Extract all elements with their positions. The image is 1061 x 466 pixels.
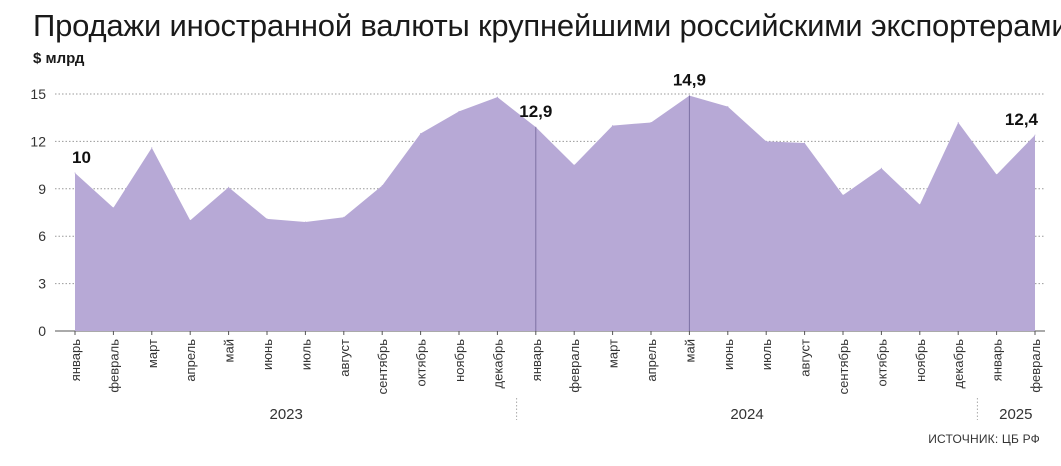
data-point — [266, 218, 268, 220]
x-tick-label: октябрь — [874, 339, 889, 387]
x-tick-label: февраль — [567, 339, 582, 393]
x-tick-label: январь — [990, 339, 1005, 381]
data-point — [112, 207, 114, 209]
x-tick-label: январь — [68, 339, 83, 381]
data-label: 10 — [72, 148, 91, 167]
x-tick-label: сентябрь — [836, 339, 851, 395]
y-tick-label: 12 — [30, 133, 46, 149]
year-label: 2023 — [270, 406, 303, 423]
data-point — [151, 147, 153, 149]
data-point — [919, 204, 921, 206]
data-point — [727, 106, 729, 108]
data-point — [343, 216, 345, 218]
x-tick-label: февраль — [106, 339, 121, 393]
x-tick-label: апрель — [644, 339, 659, 382]
data-point — [189, 219, 191, 221]
x-tick-label: июль — [759, 339, 774, 370]
x-tick-label: апрель — [183, 339, 198, 382]
data-point — [420, 133, 422, 134]
x-tick-label: август — [798, 339, 813, 377]
data-point — [1034, 134, 1036, 136]
x-tick-label: январь — [529, 339, 544, 381]
y-axis-unit: $ млрд — [33, 50, 85, 67]
x-axis: январь февраль март апрель май июнь июль август… — [68, 331, 1043, 394]
y-tick-label: 9 — [38, 181, 46, 197]
x-tick-label: ноябрь — [913, 339, 928, 382]
data-point — [74, 172, 76, 174]
x-tick-label: декабрь — [490, 339, 505, 389]
x-tick-label: июль — [298, 339, 313, 370]
x-tick-label: сентябрь — [375, 339, 390, 395]
year-label: 2024 — [730, 406, 763, 423]
data-point — [612, 125, 614, 127]
y-tick-label: 0 — [38, 323, 46, 339]
x-tick-label: март — [145, 339, 160, 368]
y-tick-label: 6 — [38, 228, 46, 244]
x-tick-label: май — [222, 339, 237, 362]
data-label: 12,4 — [1005, 110, 1039, 129]
year-axis: 2023 2024 2025 — [270, 398, 1032, 423]
data-label: 14,9 — [673, 71, 706, 90]
y-axis: 0 3 6 9 12 15 — [30, 86, 46, 339]
y-tick-label: 15 — [30, 86, 46, 102]
data-label: 12,9 — [519, 102, 552, 121]
y-tick-label: 3 — [38, 276, 46, 292]
data-labels: 10 12,9 14,9 12,4 — [72, 71, 1039, 167]
x-tick-label: декабрь — [951, 339, 966, 389]
data-point — [804, 142, 806, 144]
x-tick-label: ноябрь — [452, 339, 467, 382]
data-point — [957, 121, 959, 123]
data-point — [880, 167, 882, 169]
area-layer — [74, 95, 1036, 331]
source-note: ИСТОЧНИК: ЦБ РФ — [928, 432, 1040, 446]
x-tick-label: июнь — [721, 339, 736, 370]
chart-title: Продажи иностранной валюты крупнейшими р… — [33, 8, 1061, 43]
data-point — [228, 186, 230, 188]
area-series — [75, 95, 1035, 331]
x-tick-label: октябрь — [414, 339, 429, 387]
reference-lines — [535, 95, 690, 331]
data-point — [573, 164, 575, 166]
x-tick-label: март — [606, 339, 621, 368]
data-point — [458, 110, 460, 112]
data-point — [304, 221, 306, 223]
data-point — [765, 140, 767, 142]
data-point — [996, 174, 998, 176]
year-label: 2025 — [999, 406, 1032, 423]
x-tick-label: февраль — [1028, 339, 1043, 393]
data-point — [381, 185, 383, 187]
data-point — [650, 121, 652, 123]
data-point — [496, 96, 498, 98]
data-point — [842, 194, 844, 196]
x-tick-label: август — [337, 339, 352, 377]
x-tick-label: июнь — [260, 339, 275, 370]
x-tick-label: май — [682, 339, 697, 362]
